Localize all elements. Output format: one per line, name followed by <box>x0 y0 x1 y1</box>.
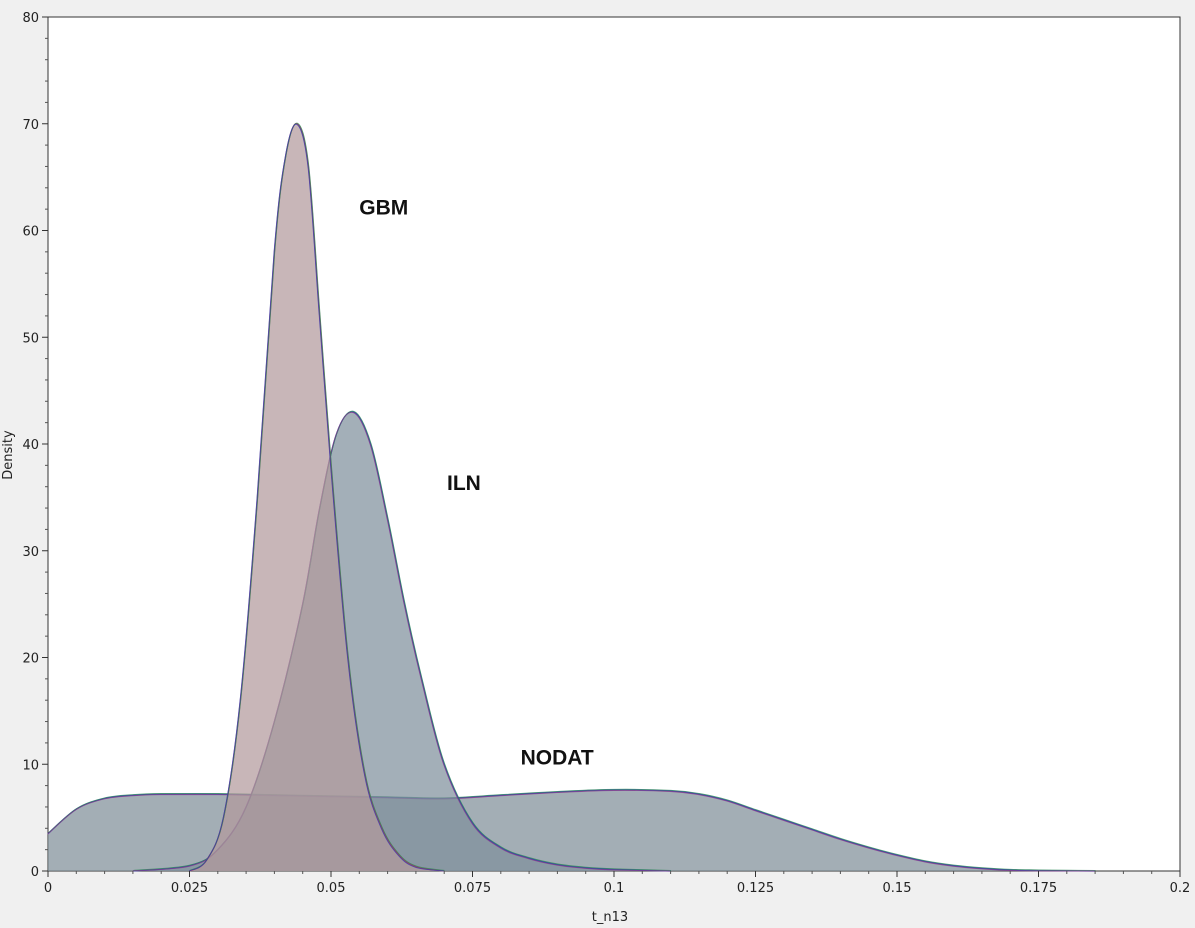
x-axis-label: t_n13 <box>592 910 628 925</box>
annotation-nodat: NODAT <box>521 746 594 769</box>
x-tick-label: 0.025 <box>171 881 208 896</box>
series-line-nodat <box>47 789 1096 872</box>
annotations: GBM ILN NODAT <box>359 196 594 769</box>
y-tick-label: 60 <box>22 225 39 240</box>
x-tick-label: 0 <box>44 881 52 896</box>
x-tick-label: 0.175 <box>1020 881 1057 896</box>
x-axis: 0 0.025 0.05 0.075 0.1 0.125 0.15 0.175 0.2 <box>44 871 1190 896</box>
series-line-nodat-1 <box>48 788 1096 871</box>
y-axis-label: Density <box>1 430 16 480</box>
series-area-gbm <box>189 123 445 871</box>
x-tick-label: 0.075 <box>454 881 491 896</box>
series-line-gbm-2 <box>188 123 444 872</box>
y-tick-label: 80 <box>22 11 39 26</box>
plot-area <box>47 16 1181 872</box>
y-tick-label: 40 <box>22 438 39 453</box>
y-tick-label: 30 <box>22 545 39 560</box>
y-tick-label: 70 <box>22 118 39 133</box>
x-tick-label: 0.15 <box>883 881 912 896</box>
y-tick-label: 0 <box>31 865 39 880</box>
x-tick-label: 0.125 <box>737 881 774 896</box>
series-layer <box>47 122 1096 872</box>
y-tick-label: 50 <box>22 331 39 346</box>
x-tick-label: 0.05 <box>317 881 346 896</box>
y-axis: 0 10 20 30 40 50 60 70 80 <box>22 11 48 880</box>
x-tick-label: 0.1 <box>604 881 625 896</box>
annotation-gbm: GBM <box>359 196 408 219</box>
series-line-gbm-1 <box>189 122 445 871</box>
x-tick-label: 0.2 <box>1170 881 1191 896</box>
series-line-nodat-2 <box>47 790 1095 872</box>
annotation-iln: ILN <box>447 472 481 495</box>
y-tick-label: 10 <box>22 758 39 773</box>
y-tick-label: 20 <box>22 652 39 667</box>
